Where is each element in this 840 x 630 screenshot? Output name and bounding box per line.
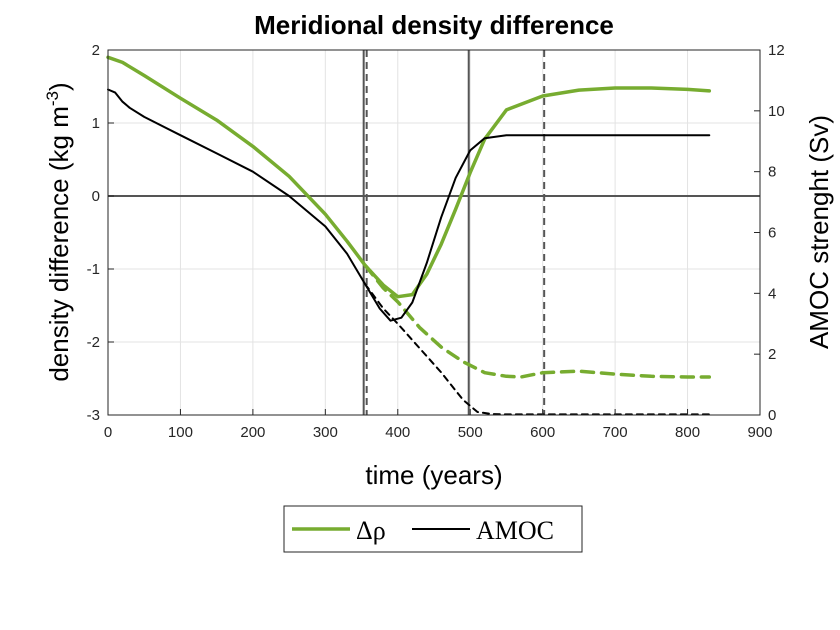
right-y-tick-label: 4 <box>768 285 776 302</box>
x-tick-label: 0 <box>104 424 112 441</box>
right-y-tick-label: 8 <box>768 164 776 181</box>
drho-series-solid-line <box>106 55 712 299</box>
left-y-axis-label-main: density difference (kg m <box>44 106 74 382</box>
right-y-tick-label: 0 <box>768 407 776 424</box>
left-y-tick-label: -3 <box>87 407 100 424</box>
left-y-axis-label: density difference (kg m-3) <box>43 82 74 381</box>
plot-background <box>108 50 760 415</box>
x-tick-label: 900 <box>747 424 772 441</box>
right-y-tick-label: 10 <box>768 103 785 120</box>
left-y-tick-label: -1 <box>87 261 100 278</box>
x-axis-label: time (years) <box>365 460 502 490</box>
x-tick-label: 100 <box>168 424 193 441</box>
left-y-tick-label: -2 <box>87 334 100 351</box>
x-tick-label: 800 <box>675 424 700 441</box>
right-y-tick-label: 12 <box>768 42 785 59</box>
left-y-tick-label: 0 <box>92 188 100 205</box>
x-tick-label: 400 <box>385 424 410 441</box>
legend-label-amoc: AMOC <box>476 516 554 545</box>
chart-title: Meridional density difference <box>254 10 614 40</box>
plot-area: 0 100 200 300 400 500 600 700 800 900-3-2-1012024… <box>87 42 785 441</box>
right-y-axis-label: AMOC strenght (Sv) <box>804 115 834 349</box>
legend: Δρ AMOC <box>283 505 583 553</box>
left-y-axis-label-superscript: -3 <box>43 91 62 106</box>
drho-series-dashed-line <box>363 263 712 379</box>
legend-label-drho: Δρ <box>356 516 386 545</box>
x-tick-label: 500 <box>458 424 483 441</box>
x-tick-label: 600 <box>530 424 555 441</box>
left-y-axis-label-tail: ) <box>44 82 74 91</box>
x-tick-label: 200 <box>240 424 265 441</box>
amoc-series-solid-line <box>107 88 711 322</box>
left-y-tick-label: 2 <box>92 42 100 59</box>
x-tick-label: 700 <box>603 424 628 441</box>
x-tick-label: 300 <box>313 424 338 441</box>
right-y-tick-label: 2 <box>768 346 776 363</box>
right-y-tick-label: 6 <box>768 225 776 242</box>
left-y-tick-label: 1 <box>92 115 100 132</box>
